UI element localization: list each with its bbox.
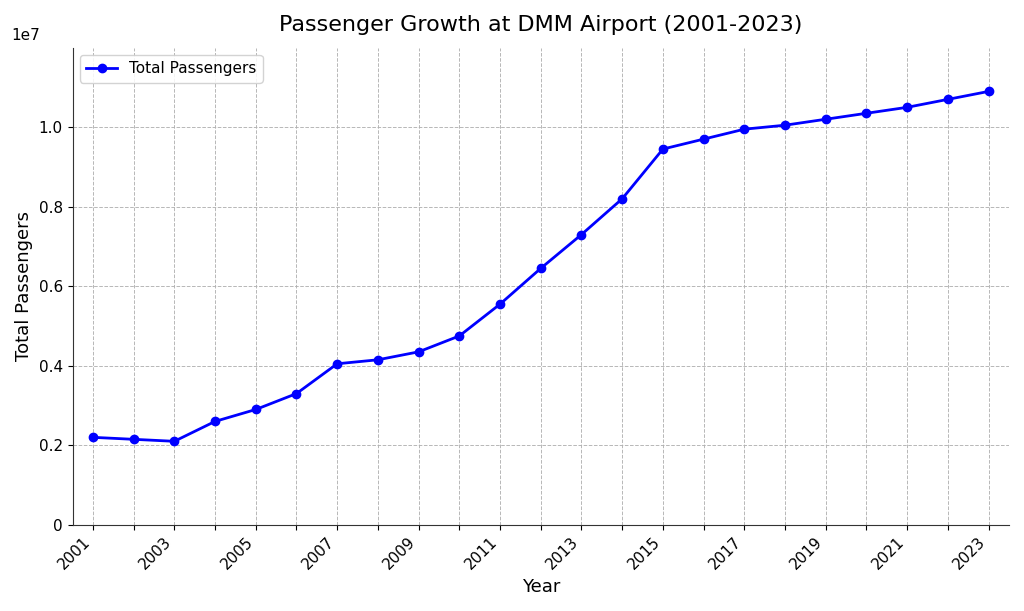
Total Passengers: [656, 145, 669, 153]
Total Passengers: [860, 109, 872, 117]
Total Passengers: [779, 122, 792, 129]
Y-axis label: Total Passengers: Total Passengers: [15, 211, 33, 361]
Total Passengers: [250, 406, 262, 413]
Total Passengers: [697, 136, 710, 143]
Total Passengers: [372, 356, 384, 364]
Total Passengers: [942, 96, 954, 103]
Line: Total Passengers: Total Passengers: [89, 87, 993, 445]
Total Passengers: [454, 332, 466, 340]
Total Passengers: [209, 418, 221, 425]
Total Passengers: [535, 265, 547, 272]
Total Passengers: [575, 231, 588, 238]
Total Passengers: [982, 88, 994, 95]
Total Passengers: [494, 301, 506, 308]
Total Passengers: [127, 436, 139, 443]
Title: Passenger Growth at DMM Airport (2001-2023): Passenger Growth at DMM Airport (2001-20…: [280, 15, 803, 35]
Text: 1e7: 1e7: [11, 28, 40, 43]
Total Passengers: [738, 125, 751, 133]
Total Passengers: [331, 360, 343, 367]
Total Passengers: [87, 434, 99, 441]
Total Passengers: [901, 104, 913, 111]
Legend: Total Passengers: Total Passengers: [80, 56, 262, 82]
Total Passengers: [616, 195, 629, 202]
Total Passengers: [168, 437, 180, 445]
X-axis label: Year: Year: [521, 578, 560, 596]
Total Passengers: [819, 115, 831, 123]
Total Passengers: [291, 390, 303, 397]
Total Passengers: [413, 348, 425, 356]
